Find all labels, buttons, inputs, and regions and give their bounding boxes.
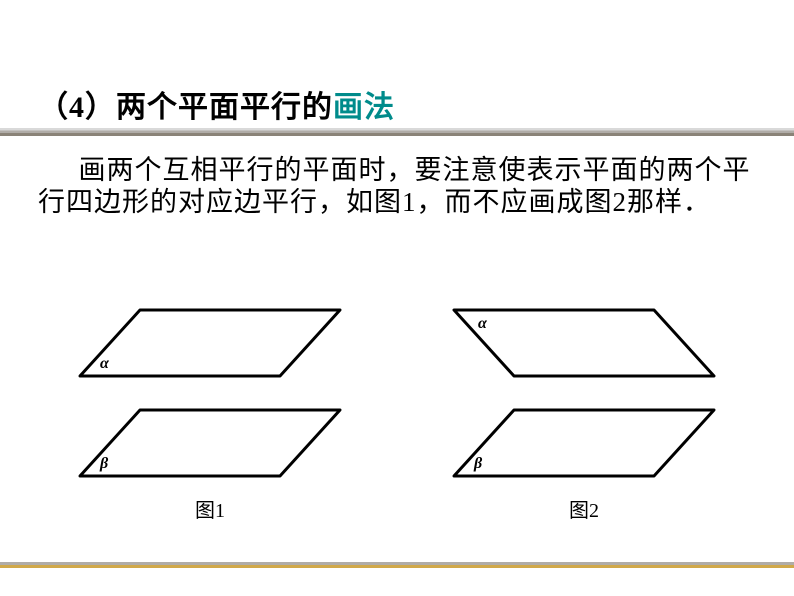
body-paragraph: 画两个互相平行的平面时，要注意使表示平面的两个平行四边形的对应边平行，如图1，而… [38, 154, 756, 219]
diagrams-row: α β 图1 α β 图2 [70, 290, 724, 523]
title-prefix: （4）两个平面平行的 [38, 91, 333, 124]
fig2-plane-beta [454, 410, 714, 476]
figure-2-caption: 图2 [569, 494, 599, 523]
figure-2: α β 图2 [444, 290, 724, 523]
figure-1-svg: α β [70, 290, 350, 490]
fig1-plane-beta [80, 410, 340, 476]
section-title: （4）两个平面平行的画法 [38, 82, 395, 126]
figure-2-svg: α β [444, 290, 724, 490]
fig2-beta-label: β [473, 455, 483, 472]
fig2-alpha-label: α [478, 315, 488, 332]
fig1-plane-alpha [80, 310, 340, 376]
figure-1-caption: 图1 [195, 494, 225, 523]
figure-1: α β 图1 [70, 290, 350, 523]
body-content: 画两个互相平行的平面时，要注意使表示平面的两个平行四边形的对应边平行，如图1，而… [38, 155, 751, 217]
fig1-alpha-label: α [100, 355, 110, 372]
title-highlight: 画法 [333, 91, 395, 124]
title-underline [0, 128, 794, 136]
bottom-rule [0, 562, 794, 568]
fig2-plane-alpha [454, 310, 714, 376]
fig1-beta-label: β [99, 455, 109, 472]
